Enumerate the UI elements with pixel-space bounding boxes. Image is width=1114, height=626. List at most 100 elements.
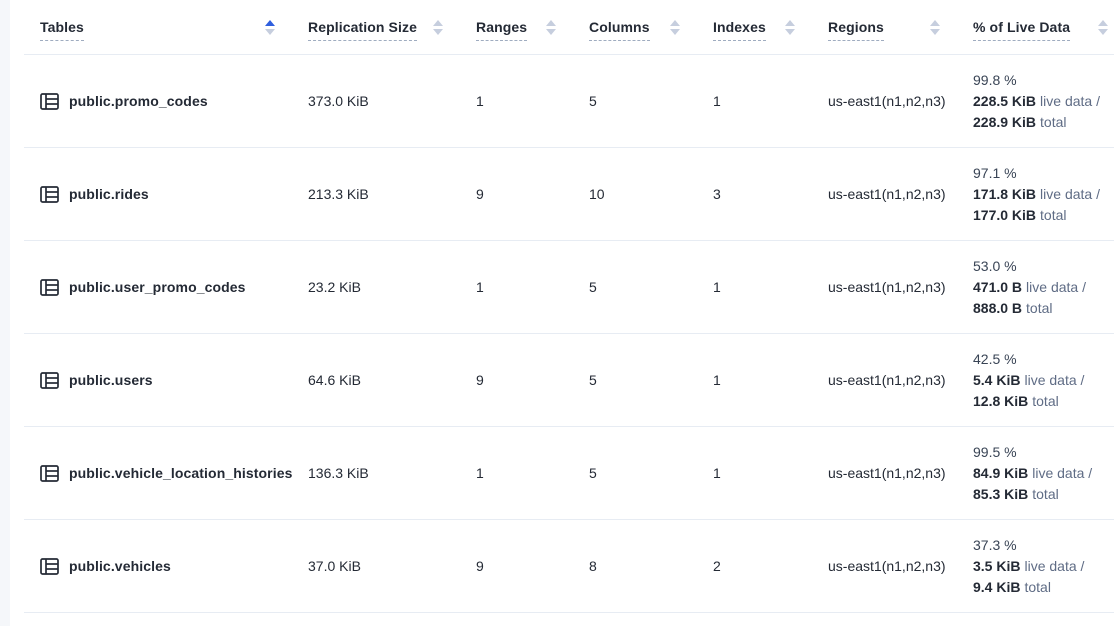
- sort-asc-icon: [546, 19, 556, 26]
- indexes-cell: 1: [713, 279, 721, 295]
- column-header-indexes[interactable]: Indexes: [700, 0, 815, 54]
- table-name-cell[interactable]: public.vehicles: [24, 557, 295, 575]
- columns-cell: 5: [589, 279, 597, 295]
- table-name[interactable]: public.vehicles: [69, 558, 171, 574]
- table-name[interactable]: public.promo_codes: [69, 93, 208, 109]
- table-name-cell[interactable]: public.rides: [24, 185, 295, 203]
- table-icon: [40, 278, 59, 296]
- sort-asc-icon: [433, 19, 443, 26]
- table-icon: [40, 557, 59, 575]
- table-name[interactable]: public.users: [69, 372, 153, 388]
- regions-cell: us-east1(n1,n2,n3): [828, 186, 946, 202]
- live-percent: 37.3 %: [973, 536, 1017, 553]
- regions-cell: us-east1(n1,n2,n3): [828, 372, 946, 388]
- ranges-cell: 9: [476, 372, 484, 388]
- total-size-value: 228.9 KiB: [973, 113, 1037, 130]
- live-size-value: 471.0 B: [973, 278, 1023, 295]
- columns-cell: 8: [589, 558, 597, 574]
- column-header-ranges[interactable]: Ranges: [463, 0, 576, 54]
- live-data-cell: 99.5 % 84.9 KiB live data / 85.3 KiB total: [960, 442, 1114, 505]
- table-row: public.promo_codes 373.0 KiB 1 5 1 us-ea…: [24, 55, 1114, 148]
- table-name[interactable]: public.rides: [69, 186, 149, 202]
- regions-cell: us-east1(n1,n2,n3): [828, 279, 946, 295]
- indexes-cell: 1: [713, 465, 721, 481]
- total-size-line: 177.0 KiB total: [973, 205, 1114, 226]
- table-name-cell[interactable]: public.promo_codes: [24, 92, 295, 110]
- ranges-cell: 1: [476, 279, 484, 295]
- table-name-cell[interactable]: public.user_promo_codes: [24, 278, 295, 296]
- table-icon: [40, 371, 59, 389]
- regions-cell: us-east1(n1,n2,n3): [828, 558, 946, 574]
- total-size-value: 177.0 KiB: [973, 206, 1037, 223]
- indexes-cell: 2: [713, 558, 721, 574]
- table-row: public.user_promo_codes 23.2 KiB 1 5 1 u…: [24, 241, 1114, 334]
- live-data-cell: 97.1 % 171.8 KiB live data / 177.0 KiB tot…: [960, 163, 1114, 226]
- column-header-replication-size[interactable]: Replication Size: [295, 0, 463, 54]
- table-row: public.rides 213.3 KiB 9 10 3 us-east1(n…: [24, 148, 1114, 241]
- replication-size-cell: 64.6 KiB: [308, 372, 361, 388]
- live-size-line: 228.5 KiB live data /: [973, 91, 1114, 112]
- sort-control-live-data[interactable]: [1088, 19, 1108, 35]
- table-name[interactable]: public.vehicle_location_histories: [69, 465, 293, 481]
- live-data-cell: 37.3 % 3.5 KiB live data / 9.4 KiB total: [960, 535, 1114, 598]
- sort-control-columns[interactable]: [660, 19, 680, 35]
- live-size-value: 84.9 KiB: [973, 464, 1029, 481]
- column-header-replication-size-label: Replication Size: [308, 19, 417, 41]
- total-size-label: total: [1032, 392, 1059, 409]
- table-name-cell[interactable]: public.users: [24, 371, 295, 389]
- table-icon: [40, 185, 59, 203]
- live-size-value: 3.5 KiB: [973, 557, 1021, 574]
- total-size-label: total: [1032, 485, 1059, 502]
- sort-desc-icon: [785, 28, 795, 35]
- sort-asc-icon: [930, 19, 940, 26]
- ranges-cell: 1: [476, 93, 484, 109]
- total-size-line: 9.4 KiB total: [973, 577, 1114, 598]
- columns-cell: 5: [589, 93, 597, 109]
- replication-size-cell: 37.0 KiB: [308, 558, 361, 574]
- sort-control-regions[interactable]: [920, 19, 940, 35]
- regions-cell: us-east1(n1,n2,n3): [828, 465, 946, 481]
- column-header-tables[interactable]: Tables: [24, 0, 295, 54]
- ranges-cell: 9: [476, 558, 484, 574]
- total-size-line: 228.9 KiB total: [973, 112, 1114, 133]
- sort-control-replication-size[interactable]: [423, 19, 443, 35]
- live-size-label: live data /: [1032, 464, 1093, 481]
- column-header-regions-label: Regions: [828, 19, 884, 41]
- tables-panel: Tables Replication Size Ranges: [10, 0, 1114, 626]
- table-icon: [40, 92, 59, 110]
- table-row: public.vehicles 37.0 KiB 9 8 2 us-east1(…: [24, 520, 1114, 613]
- regions-cell: us-east1(n1,n2,n3): [828, 93, 946, 109]
- column-header-columns-label: Columns: [589, 19, 650, 41]
- columns-cell: 5: [589, 465, 597, 481]
- column-header-columns[interactable]: Columns: [576, 0, 700, 54]
- sort-control-ranges[interactable]: [536, 19, 556, 35]
- live-percent: 99.5 %: [973, 443, 1017, 460]
- live-percent: 99.8 %: [973, 71, 1017, 88]
- tables-table: Tables Replication Size Ranges: [24, 0, 1114, 613]
- table-name[interactable]: public.user_promo_codes: [69, 279, 246, 295]
- live-percent: 53.0 %: [973, 257, 1017, 274]
- total-size-value: 9.4 KiB: [973, 578, 1021, 595]
- sort-asc-icon: [785, 19, 795, 26]
- sort-desc-icon: [930, 28, 940, 35]
- sort-desc-icon: [265, 28, 275, 35]
- indexes-cell: 3: [713, 186, 721, 202]
- live-size-label: live data /: [1040, 185, 1100, 202]
- sort-control-indexes[interactable]: [775, 19, 795, 35]
- column-header-regions[interactable]: Regions: [815, 0, 960, 54]
- live-size-line: 171.8 KiB live data /: [973, 184, 1114, 205]
- indexes-cell: 1: [713, 93, 721, 109]
- live-data-cell: 42.5 % 5.4 KiB live data / 12.8 KiB total: [960, 349, 1114, 412]
- total-size-label: total: [1024, 578, 1051, 595]
- table-name-cell[interactable]: public.vehicle_location_histories: [24, 464, 295, 482]
- column-header-live-data[interactable]: % of Live Data: [960, 0, 1114, 54]
- columns-cell: 5: [589, 372, 597, 388]
- sort-asc-icon: [670, 19, 680, 26]
- column-header-live-data-label: % of Live Data: [973, 19, 1071, 41]
- table-row: public.vehicle_location_histories 136.3 …: [24, 427, 1114, 520]
- live-size-value: 171.8 KiB: [973, 185, 1037, 202]
- sort-control-tables[interactable]: [255, 19, 275, 35]
